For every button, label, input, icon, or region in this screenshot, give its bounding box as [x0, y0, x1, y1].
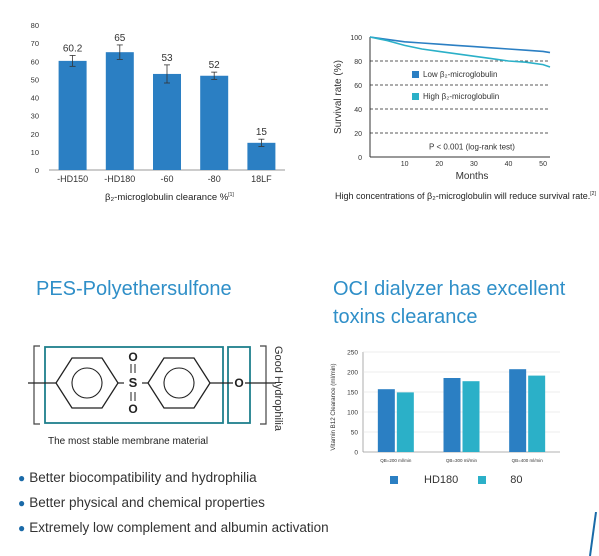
y-tick-label: 40 — [31, 94, 39, 103]
y-tick-label: 100 — [347, 410, 358, 417]
ether-oxygen-atom: O — [234, 376, 243, 390]
bullet-dot: ● — [18, 471, 26, 485]
left-bracket — [33, 345, 40, 425]
y-tick-label: 70 — [31, 39, 39, 48]
y-axis-label: Vitamin B12 Clearance (ml/min) — [330, 363, 337, 450]
bar — [528, 375, 546, 452]
bar — [200, 75, 229, 170]
benzene-ring-right — [147, 357, 211, 409]
pes-heading: PES-Polyethersulfone — [36, 278, 232, 300]
bar — [153, 73, 181, 170]
p-value-annotation: P < 0.001 (log-rank test) — [429, 142, 515, 151]
series-line — [369, 36, 551, 68]
x-tick-label: QB=300 ml/min — [446, 458, 478, 463]
oxygen-frame — [227, 346, 251, 424]
pes-structure-diagram: S O O O — [28, 345, 276, 425]
good-hydrophilia-label-box: Good Hydrophilia — [270, 346, 284, 436]
y-tick-label: 60 — [354, 83, 362, 90]
data-label: 53 — [161, 53, 173, 64]
bar — [509, 369, 527, 452]
y-tick-label: 150 — [347, 390, 358, 397]
clearance-xlabel: β₂-microglobulin clearance %[1] — [105, 192, 234, 204]
data-label: 60.2 — [63, 43, 83, 54]
y-tick-label: 0 — [35, 166, 39, 175]
y-tick-label: 60 — [31, 57, 39, 66]
y-tick-label: 80 — [31, 21, 39, 30]
y-tick-label: 40 — [354, 107, 362, 114]
bar — [443, 378, 461, 452]
bar — [462, 381, 480, 452]
data-label: 15 — [256, 127, 268, 138]
y-tick-label: 0 — [358, 155, 362, 162]
x-axis-label: Months — [456, 171, 489, 182]
bar — [247, 142, 276, 170]
decorative-slash — [589, 512, 597, 556]
x-tick-label: -HD150 — [57, 174, 88, 184]
data-label: 65 — [114, 33, 126, 44]
y-tick-label: 10 — [31, 148, 39, 157]
series-line — [369, 36, 551, 54]
y-tick-label: 20 — [354, 131, 362, 138]
pes-caption: The most stable membrane material — [48, 436, 209, 447]
main-frame — [44, 346, 224, 424]
legend-swatch-hd180 — [390, 476, 398, 484]
sulfur-atom: S — [129, 375, 138, 390]
x-tick-label: -HD180 — [104, 174, 135, 184]
oxygen-atom-top: O — [128, 350, 137, 364]
x-tick-label: 30 — [470, 161, 478, 168]
x-tick-label: QB=400 ml/min — [512, 458, 544, 463]
legend-swatch-80 — [478, 476, 487, 484]
y-tick-label: 0 — [354, 450, 358, 457]
y-tick-label: 200 — [347, 370, 358, 377]
bullet-item: ● Extremely low complement and albumin ac… — [18, 520, 329, 535]
y-tick-label: 250 — [347, 350, 358, 357]
vitb12-legend: HD180 80 — [390, 474, 523, 486]
data-label: 52 — [209, 60, 221, 71]
x-tick-label: 20 — [435, 161, 443, 168]
y-tick-label: 50 — [351, 430, 359, 437]
y-tick-label: 100 — [350, 35, 362, 42]
bar — [58, 60, 87, 171]
legend-swatch — [412, 71, 419, 78]
oci-heading-line2: toxins clearance — [333, 306, 478, 328]
legend-swatch — [412, 93, 419, 100]
bar — [377, 389, 395, 452]
y-tick-label: 20 — [31, 130, 39, 139]
y-tick-label: 50 — [31, 75, 39, 84]
vitb12-chart: 0 50 100 150 200 250 QB=200 ml/min QB=300 ml/mi… — [330, 350, 560, 463]
right-bracket — [260, 345, 267, 425]
x-tick-label: -80 — [208, 174, 221, 184]
clearance-chart: 0 10 20 30 40 50 60 70 80 60.2 -HD150 65 -HD180 53 -60… — [31, 21, 285, 184]
x-tick-label: 50 — [539, 161, 547, 168]
legend-label-hd180: HD180 — [424, 474, 459, 486]
legend-label: Low β₂-microglobulin — [423, 70, 497, 79]
benzene-ring-left — [55, 357, 119, 409]
oxygen-atom-bottom: O — [128, 402, 137, 416]
x-tick-label: 10 — [401, 161, 409, 168]
bar — [396, 392, 414, 452]
x-tick-label: -60 — [160, 174, 173, 184]
legend-label: High β₂-microglobulin — [423, 92, 499, 101]
survival-chart: 0 20 40 60 80 100 10 20 30 40 50 Low β₂-microglobul… — [333, 35, 551, 182]
x-tick-label: QB=200 ml/min — [380, 458, 412, 463]
oci-heading: OCI dialyzer has excellent toxins cleara… — [333, 275, 565, 331]
bullet-item: ● Better biocompatibility and hydrophilia — [18, 470, 257, 485]
bullet-item: ● Better physical and chemical properties — [18, 495, 265, 510]
bullet-dot: ● — [18, 521, 26, 535]
y-axis-label: Survival rate (%) — [333, 60, 344, 134]
x-tick-label: 40 — [505, 161, 513, 168]
bullet-dot: ● — [18, 496, 26, 510]
bar — [105, 52, 134, 170]
oci-heading-line1: OCI dialyzer has excellent — [333, 278, 566, 300]
y-tick-label: 80 — [354, 59, 362, 66]
y-tick-label: 30 — [31, 112, 39, 121]
legend-label-80: 80 — [510, 474, 523, 486]
survival-caption: High concentrations of β₂-microglobulin … — [335, 191, 596, 201]
x-tick-label: 18LF — [251, 174, 272, 184]
good-hydrophilia-label: Good Hydrophilia — [272, 346, 284, 431]
